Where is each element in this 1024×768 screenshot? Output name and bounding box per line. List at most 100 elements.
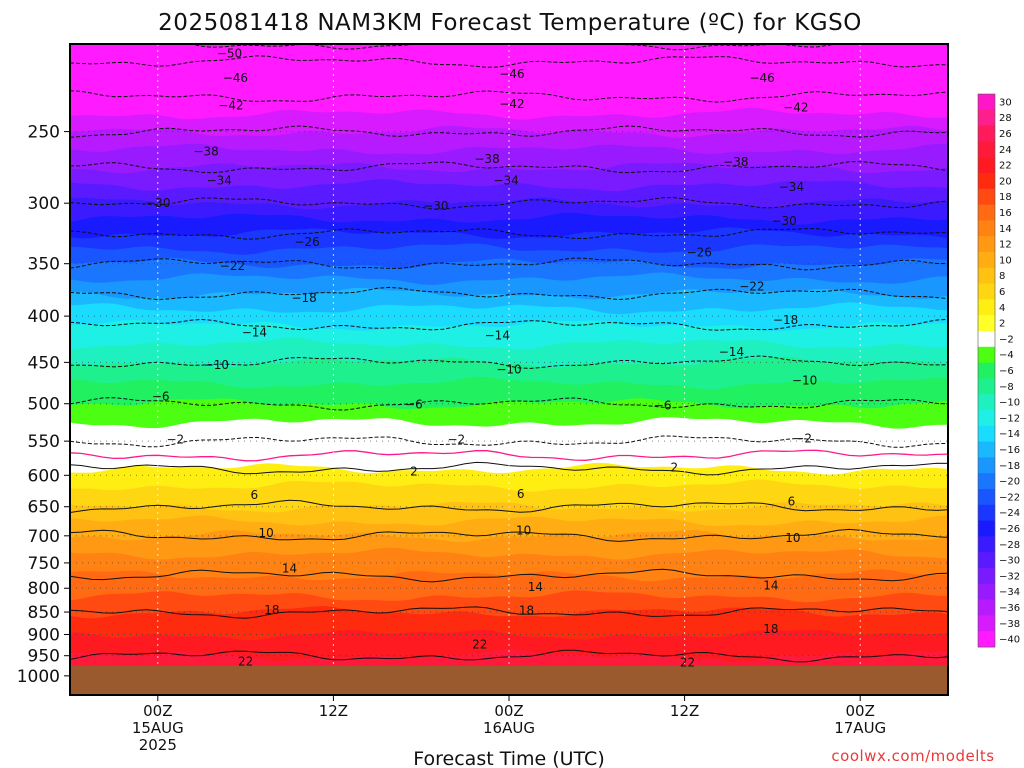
- credit-link[interactable]: coolwx.com/modelts: [831, 747, 994, 765]
- freezing-line: [70, 449, 948, 462]
- colorbar-label: 24: [999, 145, 1012, 156]
- colorbar-label: 6: [999, 287, 1005, 298]
- colorbar-label: 26: [999, 129, 1012, 140]
- colorbar-label: 20: [999, 176, 1012, 187]
- colorbar-swatch: [978, 299, 995, 316]
- colorbar-label: 8: [999, 271, 1005, 282]
- colorbar-swatch: [978, 362, 995, 379]
- colorbar-swatch: [978, 536, 995, 553]
- colorbar-label: −10: [999, 398, 1020, 409]
- contour-label: −46: [499, 67, 524, 81]
- x-tick-label: 15AUG: [132, 719, 184, 737]
- y-tick-label: 900: [28, 625, 60, 645]
- colorbar-swatch: [978, 204, 995, 221]
- colorbar-swatch: [978, 631, 995, 648]
- contour-label: −18: [291, 291, 316, 305]
- grid-lines: [70, 44, 948, 695]
- contour-line: [70, 161, 948, 174]
- colorbar-swatch: [978, 378, 995, 395]
- chart-title: 2025081418 NAM3KM Forecast Temperature (…: [158, 10, 862, 36]
- colorbar-label: −8: [999, 382, 1014, 393]
- colorbar-swatch: [978, 568, 995, 585]
- colorbar-label: −40: [999, 635, 1020, 646]
- contour-label: 2: [671, 460, 679, 474]
- colorbar-label: 16: [999, 208, 1012, 219]
- contour-label: 14: [763, 578, 778, 592]
- colorbar-label: 14: [999, 224, 1012, 235]
- y-tick-label: 850: [28, 603, 60, 623]
- colorbar-swatch: [978, 457, 995, 474]
- colorbar-label: 10: [999, 255, 1012, 266]
- contour-label: 22: [680, 656, 695, 670]
- y-tick-label: 550: [28, 432, 60, 452]
- contour-line: [70, 397, 948, 411]
- colorbar-swatch: [978, 236, 995, 253]
- contour-label: 6: [788, 494, 796, 508]
- colorbar-label: −2: [999, 334, 1014, 345]
- contour-label: −42: [783, 100, 808, 114]
- contour-line: [70, 435, 948, 448]
- colorbar-label: −36: [999, 603, 1020, 614]
- contour-label: 10: [258, 526, 273, 540]
- contour-label: −30: [771, 214, 796, 228]
- x-tick-label: 00Z: [143, 702, 172, 720]
- x-tick-label: 2025: [139, 736, 177, 754]
- y-tick-label: 950: [28, 647, 60, 667]
- contour-label: −22: [220, 259, 245, 273]
- contour-label: −34: [779, 180, 804, 194]
- contour-line: [70, 286, 948, 301]
- contour-label: −14: [242, 325, 267, 339]
- contour-label: 6: [517, 487, 525, 501]
- contour-line: [70, 44, 948, 51]
- colorbar-swatch: [978, 394, 995, 411]
- colorbar-swatch: [978, 520, 995, 537]
- contour-line: [70, 355, 948, 369]
- contour-labels: −50 −46 −46 −46 −42 −42 −42 −38 −38 −38 −34 −34 −34 −…: [145, 47, 817, 670]
- contour-label: −10: [204, 358, 229, 372]
- contour-label: 22: [472, 637, 487, 651]
- colorbar-label: −16: [999, 445, 1020, 456]
- colorbar-swatch: [978, 504, 995, 521]
- colorbar-label: −22: [999, 492, 1020, 503]
- contour-label: −18: [773, 313, 798, 327]
- colorbar-label: −32: [999, 571, 1020, 582]
- contour-label: 14: [528, 580, 543, 594]
- colorbar-label: 4: [999, 303, 1005, 314]
- colorbar-swatch: [978, 220, 995, 237]
- colorbar-label: −4: [999, 350, 1014, 361]
- temperature-bands: [70, 44, 948, 695]
- contour-label: −42: [218, 99, 243, 113]
- below-ground-band: [70, 665, 948, 695]
- contour-label: 22: [238, 654, 253, 668]
- x-tick-label: 00Z: [494, 702, 523, 720]
- contour-label: −6: [405, 398, 423, 412]
- y-tick-label: 450: [28, 353, 60, 373]
- colorbar-label: −12: [999, 413, 1020, 424]
- colorbar-swatch: [978, 583, 995, 600]
- colorbar-label: −6: [999, 366, 1014, 377]
- contour-label: −22: [739, 280, 764, 294]
- colorbar-legend: 30 28 26 24 22 20 18 16 14 12 10 8 6 4 2 −2 −4 −6 −8 −10 −12…: [977, 93, 1020, 648]
- contour-label: −2: [794, 431, 812, 445]
- x-tick-label: 16AUG: [483, 719, 535, 737]
- y-tick-label: 650: [28, 498, 60, 518]
- colorbar-swatch: [978, 489, 995, 506]
- y-tick-label: 500: [28, 395, 60, 415]
- y-tick-label: 750: [28, 554, 60, 574]
- colorbar-swatch: [978, 599, 995, 616]
- colorbar-label: −30: [999, 556, 1020, 567]
- contour-label: 10: [516, 524, 531, 538]
- contour-label: −10: [496, 362, 521, 376]
- colorbar-label: 12: [999, 240, 1012, 251]
- colorbar-label: 28: [999, 113, 1012, 124]
- colorbar-label: −20: [999, 477, 1020, 488]
- contour-label: −14: [485, 328, 510, 342]
- y-tick-label: 700: [28, 527, 60, 547]
- colorbar-swatch: [978, 252, 995, 269]
- contour-label: −46: [749, 71, 774, 85]
- x-tick-label: 12Z: [319, 702, 348, 720]
- contour-label: −34: [207, 173, 232, 187]
- colorbar-swatch: [978, 283, 995, 300]
- contour-label: −26: [687, 245, 712, 259]
